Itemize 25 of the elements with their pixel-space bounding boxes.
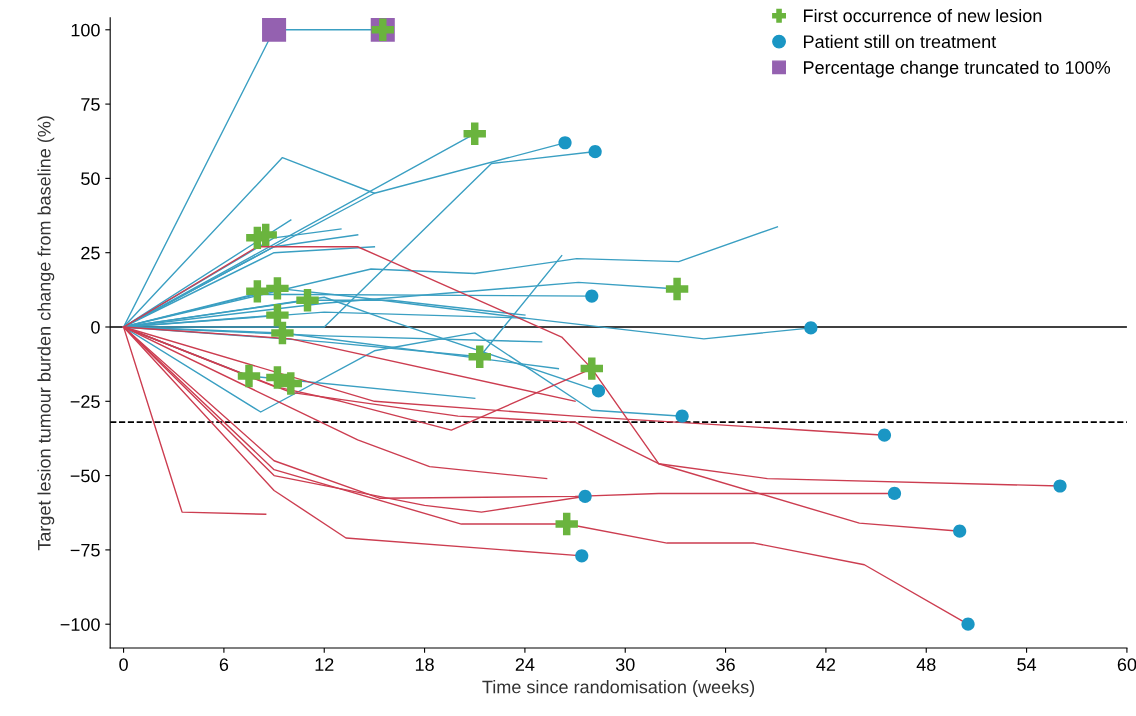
y-axis-title: Target lesion tumour burden change from baseline (%) — [37, 116, 55, 551]
legend-label: First occurrence of new lesion — [804, 8, 1042, 23]
y-tick-label: 100 — [71, 23, 100, 37]
x-tick-label: 42 — [816, 658, 836, 671]
legend-label: Percentage change truncated to 100% — [804, 60, 1111, 78]
y-tick-label: −25 — [70, 395, 100, 409]
x-tick-label: 60 — [1117, 658, 1136, 671]
legend-label: Patient still on treatment — [804, 34, 997, 49]
y-tick-label: 50 — [81, 172, 100, 186]
x-axis-title: Time since randomisation (weeks) — [482, 680, 755, 697]
x-tick-label: 24 — [515, 658, 535, 671]
y-tick-label: 0 — [91, 320, 100, 334]
x-tick-label: 0 — [119, 658, 128, 671]
x-tick-label: 12 — [315, 658, 334, 671]
y-tick-label: 75 — [81, 98, 100, 111]
x-tick-label: 6 — [219, 658, 229, 671]
y-tick-label: −50 — [70, 469, 100, 483]
y-tick-label: −75 — [70, 544, 100, 557]
x-tick-label: 30 — [615, 658, 635, 671]
y-tick-label: 25 — [81, 246, 100, 260]
x-tick-label: 48 — [916, 658, 936, 671]
x-tick-label: 36 — [716, 658, 735, 671]
y-tick-label: −100 — [60, 618, 100, 631]
x-tick-label: 18 — [415, 658, 434, 671]
x-tick-label: 54 — [1017, 658, 1037, 671]
